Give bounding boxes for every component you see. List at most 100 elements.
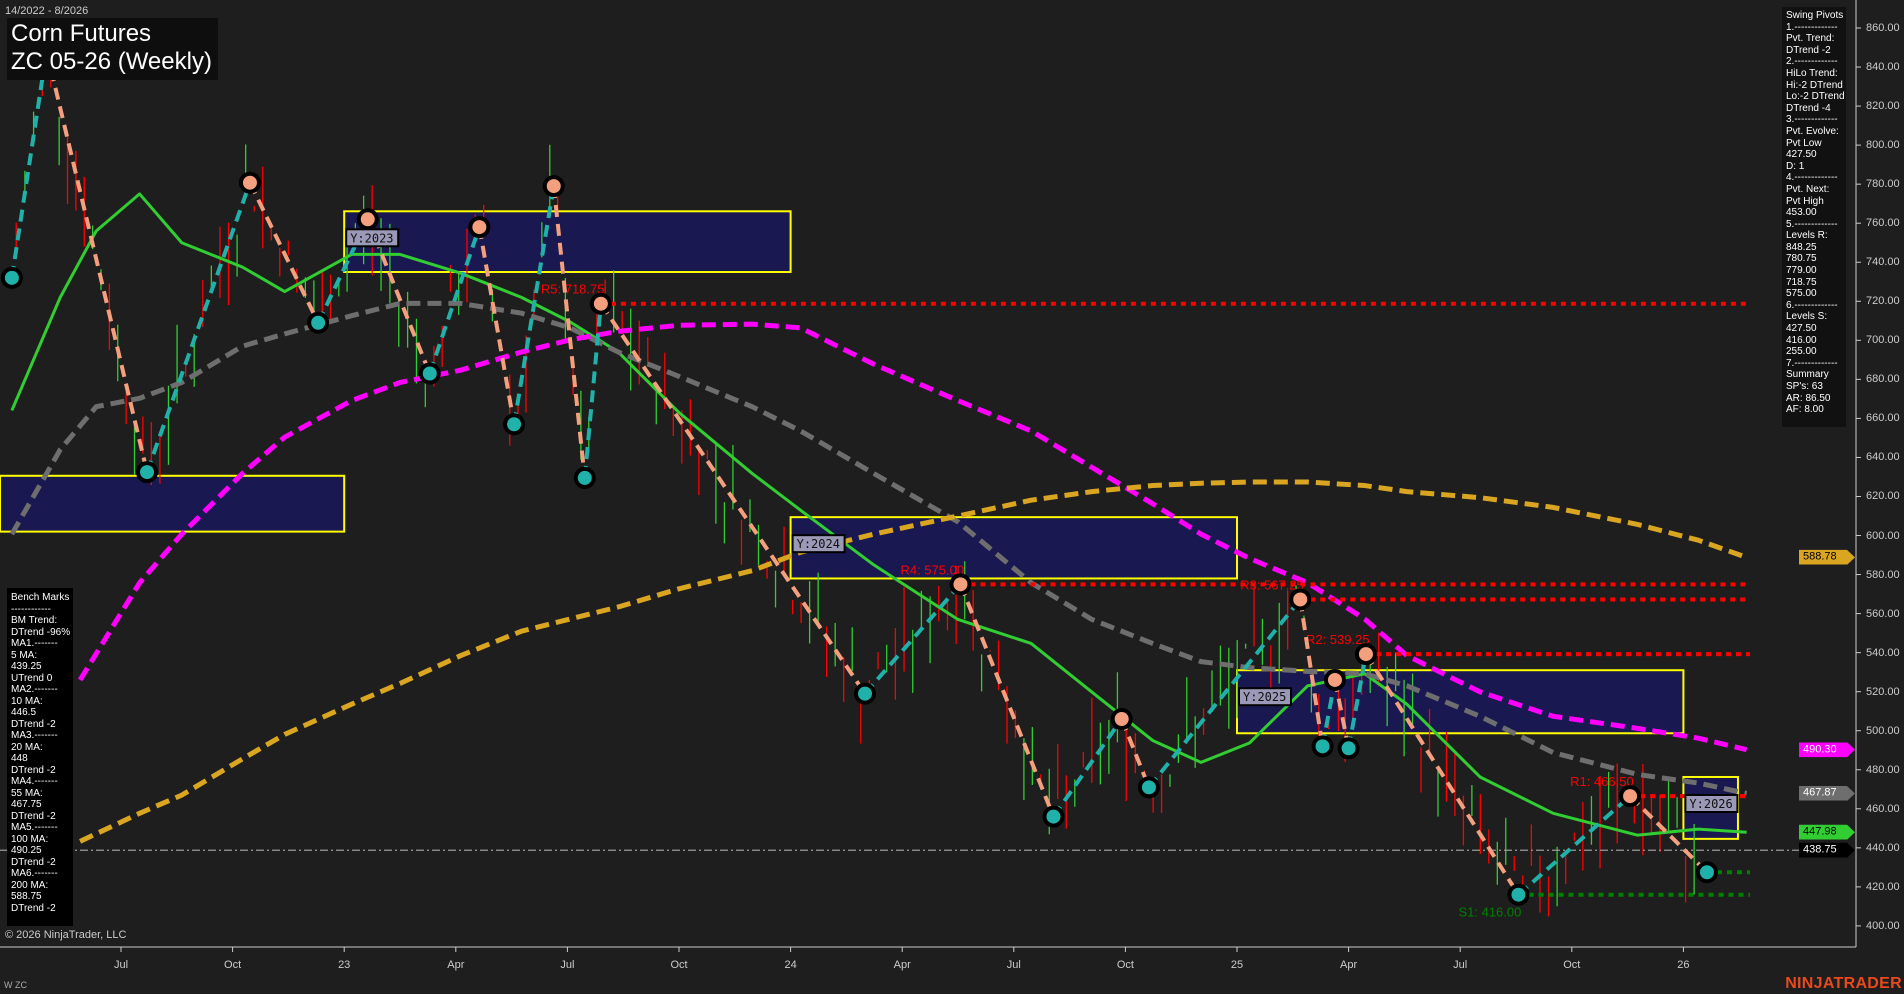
y-tick-label: 620.00: [1866, 490, 1900, 503]
panel-line: MA3.-------: [11, 730, 58, 741]
y-tick-label: 680.00: [1866, 373, 1900, 386]
swing-leg: [1119, 718, 1151, 789]
y-tick-label: 520.00: [1866, 685, 1900, 698]
panel-line: DTrend -2: [11, 718, 56, 730]
copyright: © 2026 NinjaTrader, LLC: [5, 929, 127, 941]
swing-pivot-high: [589, 292, 612, 315]
y-tick-label: 600.00: [1866, 529, 1900, 542]
swing-pivot-high: [238, 171, 261, 194]
title-line-2: ZC 05-26 (Weekly): [11, 48, 212, 75]
year-label: Y:2024: [797, 537, 840, 551]
swing-pivot-high: [1354, 643, 1377, 666]
level-label: S1: 416.00: [1458, 905, 1521, 920]
panel-line: Levels R:: [1786, 230, 1828, 242]
swing-leg: [248, 181, 320, 324]
panel-line: 490.25: [11, 845, 42, 856]
year-range-box: [343, 210, 792, 273]
panel-line: 7.-------------: [1786, 357, 1838, 369]
x-tick-label: 25: [1230, 959, 1244, 971]
panel-line: 55 MA:: [11, 787, 43, 799]
price-tag: 588.78: [1799, 550, 1855, 565]
panel-line: 448: [11, 753, 28, 764]
chart-title: Corn Futures ZC 05-26 (Weekly): [7, 18, 218, 80]
swing-pivot-low: [1311, 735, 1334, 758]
x-tick-label: Apr: [1340, 959, 1358, 971]
swing-pivot-low: [854, 682, 876, 705]
year-label-bg: [1238, 687, 1292, 707]
panel-line: DTrend -4: [1786, 102, 1831, 114]
panel-line: 5.-------------: [1786, 218, 1838, 230]
y-tick-label: 400.00: [1866, 919, 1900, 932]
panel-line: Levels S:: [1786, 311, 1828, 323]
swing-leg: [1346, 653, 1368, 749]
swing-pivot-low: [1137, 776, 1160, 799]
panel-line: 427.50: [1786, 323, 1817, 335]
swing-pivot-low: [0, 266, 23, 289]
swing-leg: [1332, 679, 1351, 749]
y-tick-label: 860.00: [1866, 22, 1900, 34]
swing-leg: [1320, 679, 1337, 747]
panel-line: Pvt. Trend:: [1786, 33, 1835, 45]
moving-average-line-2: [9, 300, 1748, 796]
panel-line: 588.75: [11, 891, 42, 902]
panel-line: 10 MA:: [11, 695, 43, 707]
instrument-label: W ZC: [4, 980, 27, 990]
panel-line: D: 1: [1786, 160, 1805, 172]
panel-line: Swing Pivots: [1786, 10, 1844, 21]
year-label-bg: [345, 228, 400, 248]
panel-line: UTrend 0: [11, 672, 53, 684]
swing-pivot-low: [1695, 861, 1718, 884]
panel-line: MA6.-------: [11, 868, 58, 879]
panel-line: DTrend -2: [1786, 44, 1831, 56]
panel-line: AR: 86.50: [1786, 392, 1831, 404]
x-tick-label: Jul: [113, 959, 129, 971]
swing-pivot-high: [1323, 668, 1346, 691]
year-label-bg: [1684, 793, 1739, 813]
swing-leg: [427, 226, 482, 375]
panel-line: 100 MA:: [11, 833, 49, 845]
y-tick-label: 840.00: [1866, 61, 1900, 74]
y-tick-label: 420.00: [1866, 880, 1900, 893]
year-label: Y:2026: [1689, 797, 1732, 811]
panel-line: 575.00: [1786, 288, 1817, 300]
y-tick-label: 700.00: [1866, 334, 1900, 347]
panel-line: 5 MA:: [11, 649, 38, 661]
swing-pivot-low: [503, 413, 526, 436]
panel-line: ------------: [11, 603, 51, 615]
swing-leg: [599, 302, 867, 695]
panel-line: DTrend -2: [11, 856, 56, 868]
ninjatrader-logo: NINJATRADER: [1785, 975, 1902, 992]
swing-leg: [582, 303, 603, 479]
moving-average-line-3: [77, 321, 1748, 753]
panel-line: MA4.-------: [11, 776, 58, 787]
moving-average-line-1: [10, 192, 1747, 837]
y-tick-label: 820.00: [1866, 100, 1900, 113]
panel-line: 439.25: [11, 661, 42, 672]
panel-line: Pvt Low: [1786, 137, 1822, 149]
level-label: R2: 539.25: [1306, 632, 1370, 647]
x-tick-label: Oct: [224, 959, 242, 971]
x-tick-label: Oct: [670, 959, 688, 971]
panel-line: MA5.-------: [11, 822, 58, 833]
y-tick-label: 760.00: [1866, 217, 1900, 230]
panel-line: 20 MA:: [11, 741, 43, 753]
panel-line: 848.25: [1786, 241, 1817, 253]
panel-line: 416.00: [1786, 334, 1817, 346]
panel-line: Pvt. Evolve:: [1786, 125, 1839, 137]
panel-line: BM Trend:: [11, 615, 58, 626]
y-tick-label: 560.00: [1866, 607, 1900, 620]
price-tag: 490.30: [1799, 742, 1855, 757]
panel-line: HiLo Trend:: [1786, 67, 1838, 79]
panel-line: 718.75: [1786, 276, 1817, 288]
panel-line: DTrend -2: [11, 810, 56, 822]
panel-line: Lo:-2 DTrend: [1786, 91, 1845, 103]
moving-average-line-4: [79, 479, 1748, 844]
panel-line: AF: 8.00: [1786, 404, 1824, 416]
swing-pivot-high: [949, 573, 972, 596]
x-tick-label: Jul: [1453, 959, 1468, 971]
y-tick-label: 660.00: [1866, 412, 1900, 425]
panel-line: 427.50: [1786, 149, 1817, 161]
panel-line: 446.5: [11, 707, 37, 718]
swing-pivots-panel: Swing Pivots 1.------------- Pvt. Trend: DT…: [1782, 7, 1846, 427]
